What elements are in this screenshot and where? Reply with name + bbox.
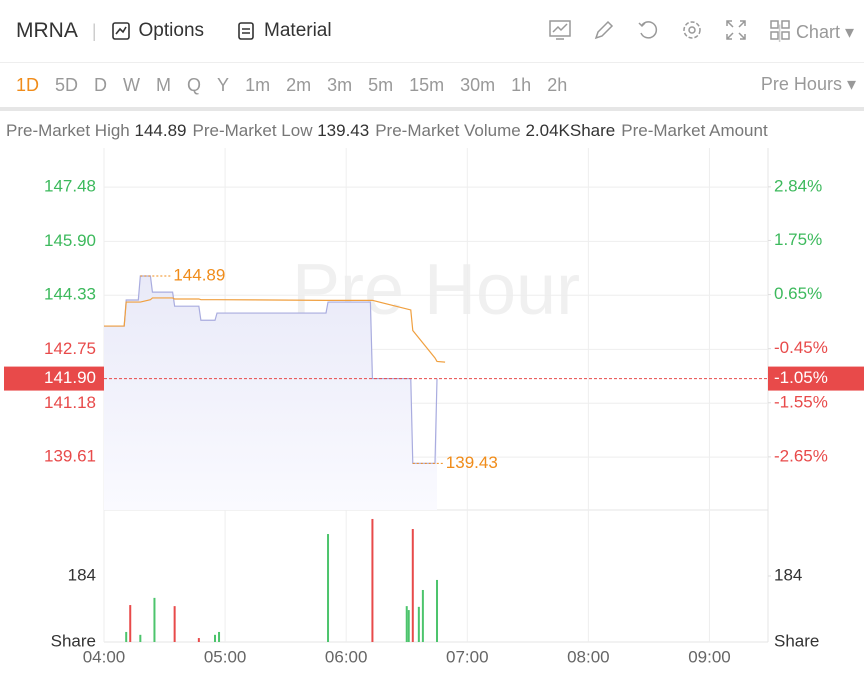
current-tag — [768, 366, 864, 391]
y-tick-label: 147.48 — [44, 177, 96, 196]
volume-bar — [129, 605, 132, 642]
info-row: Pre-Market High 144.89 Pre-Market Low 139… — [0, 111, 864, 149]
volume-bar — [125, 631, 128, 642]
interval[interactable]: 2m — [286, 74, 312, 95]
y-tick-label: 142.75 — [44, 339, 96, 358]
y2-tick-label: 0.65% — [774, 284, 822, 303]
volume-bar — [139, 634, 142, 642]
volume-unit: Share — [51, 631, 96, 650]
layout-icon[interactable] — [768, 18, 792, 42]
annotation-label: 139.43 — [446, 453, 498, 472]
info-label: Pre-Market Volume — [375, 121, 521, 140]
volume-bar — [417, 606, 420, 642]
volume-bar — [153, 597, 156, 642]
y2-tick-label: -1.55% — [774, 392, 828, 411]
toolbar: MRNA | Options Material | Chart ▾ — [0, 0, 864, 63]
x-tick-label: 04:00 — [83, 647, 126, 666]
y-tick-label: 139.61 — [44, 447, 96, 466]
info-value: 2.04KShare — [525, 121, 616, 140]
interval[interactable]: 5D — [55, 74, 79, 95]
indicator-icon[interactable] — [548, 18, 572, 42]
annotation-label: 144.89 — [173, 265, 225, 284]
material-label: Material — [264, 20, 332, 41]
interval[interactable]: 1h — [511, 74, 532, 95]
interval[interactable]: W — [123, 74, 141, 95]
options-label: Options — [138, 20, 205, 41]
fullscreen-icon[interactable] — [724, 18, 748, 42]
line — [104, 275, 438, 464]
tool-icons — [548, 18, 792, 42]
x-tick-label: 05:00 — [204, 647, 247, 666]
info-value: 144.89 — [134, 121, 187, 140]
options-icon — [111, 22, 130, 40]
x-tick-label: 06:00 — [325, 647, 368, 666]
x-tick-label: 08:00 — [567, 647, 610, 666]
interval[interactable]: Q — [187, 74, 202, 95]
y2-tick-label: 1.75% — [774, 230, 822, 249]
current-change: -1.05% — [774, 368, 828, 387]
volume-tick-label: 184 — [774, 565, 802, 584]
interval[interactable]: M — [156, 74, 172, 95]
volume-bar — [421, 589, 424, 642]
symbol: MRNA — [16, 19, 78, 42]
interval[interactable]: 1D — [16, 74, 40, 95]
y2-tick-label: -2.65% — [774, 446, 828, 465]
reset-icon[interactable] — [636, 18, 660, 42]
interval[interactable]: 30m — [460, 74, 496, 95]
volume-bar — [436, 579, 439, 642]
line — [104, 297, 446, 363]
settings-icon[interactable] — [680, 18, 704, 42]
volume-bar — [197, 638, 200, 642]
material-button[interactable]: Material — [236, 20, 332, 42]
volume-bar — [327, 534, 330, 642]
volume-unit: Share — [774, 631, 819, 650]
area — [104, 275, 438, 510]
current-tag — [4, 366, 104, 391]
interval[interactable]: 3m — [327, 74, 353, 95]
y2-tick-label: -0.45% — [774, 338, 828, 357]
separator: | — [91, 20, 97, 41]
interval[interactable]: 15m — [409, 74, 445, 95]
y-tick-label: 141.18 — [44, 393, 96, 412]
interval[interactable]: 2h — [547, 74, 568, 95]
volume-bar — [173, 606, 176, 642]
chart-button[interactable]: | Chart ▾ — [777, 22, 854, 42]
session-label: Pre Hours — [760, 74, 842, 94]
info-label: Pre-Market High — [6, 121, 130, 140]
session-select[interactable]: Pre Hours ▾ — [760, 74, 856, 94]
chart-label: Chart — [795, 22, 840, 42]
current-label: 141.90 — [44, 368, 96, 387]
volume-bar — [405, 606, 408, 642]
x-tick-label: 09:00 — [688, 647, 731, 666]
y2-tick-label: 2.84% — [774, 176, 822, 195]
interval[interactable]: 1m — [245, 74, 271, 95]
info-label: Pre-Market Low — [192, 121, 313, 140]
options-button[interactable]: Options — [111, 20, 204, 42]
draw-icon[interactable] — [592, 18, 616, 42]
volume-bar — [218, 631, 221, 642]
info-label: Pre-Market Amount — [621, 121, 768, 140]
volume-bar — [214, 634, 217, 642]
interval-bar: Pre Hours ▾ 1D 5D D W M Q Y 1m 2m 3m 5m 15m 30m 1h 2h — [0, 63, 864, 111]
y-tick-label: 144.33 — [44, 285, 96, 304]
material-icon — [238, 22, 254, 40]
info-value: 139.43 — [317, 121, 370, 140]
volume-bar — [371, 518, 374, 642]
interval[interactable]: D — [94, 74, 108, 95]
x-tick-label: 07:00 — [446, 647, 489, 666]
volume-tick-label: 184 — [68, 565, 96, 584]
y-tick-label: 145.90 — [44, 231, 96, 250]
interval[interactable]: Y — [217, 74, 230, 95]
volume-bar — [411, 529, 414, 642]
interval[interactable]: 5m — [368, 74, 394, 95]
volume-bar — [407, 610, 410, 642]
